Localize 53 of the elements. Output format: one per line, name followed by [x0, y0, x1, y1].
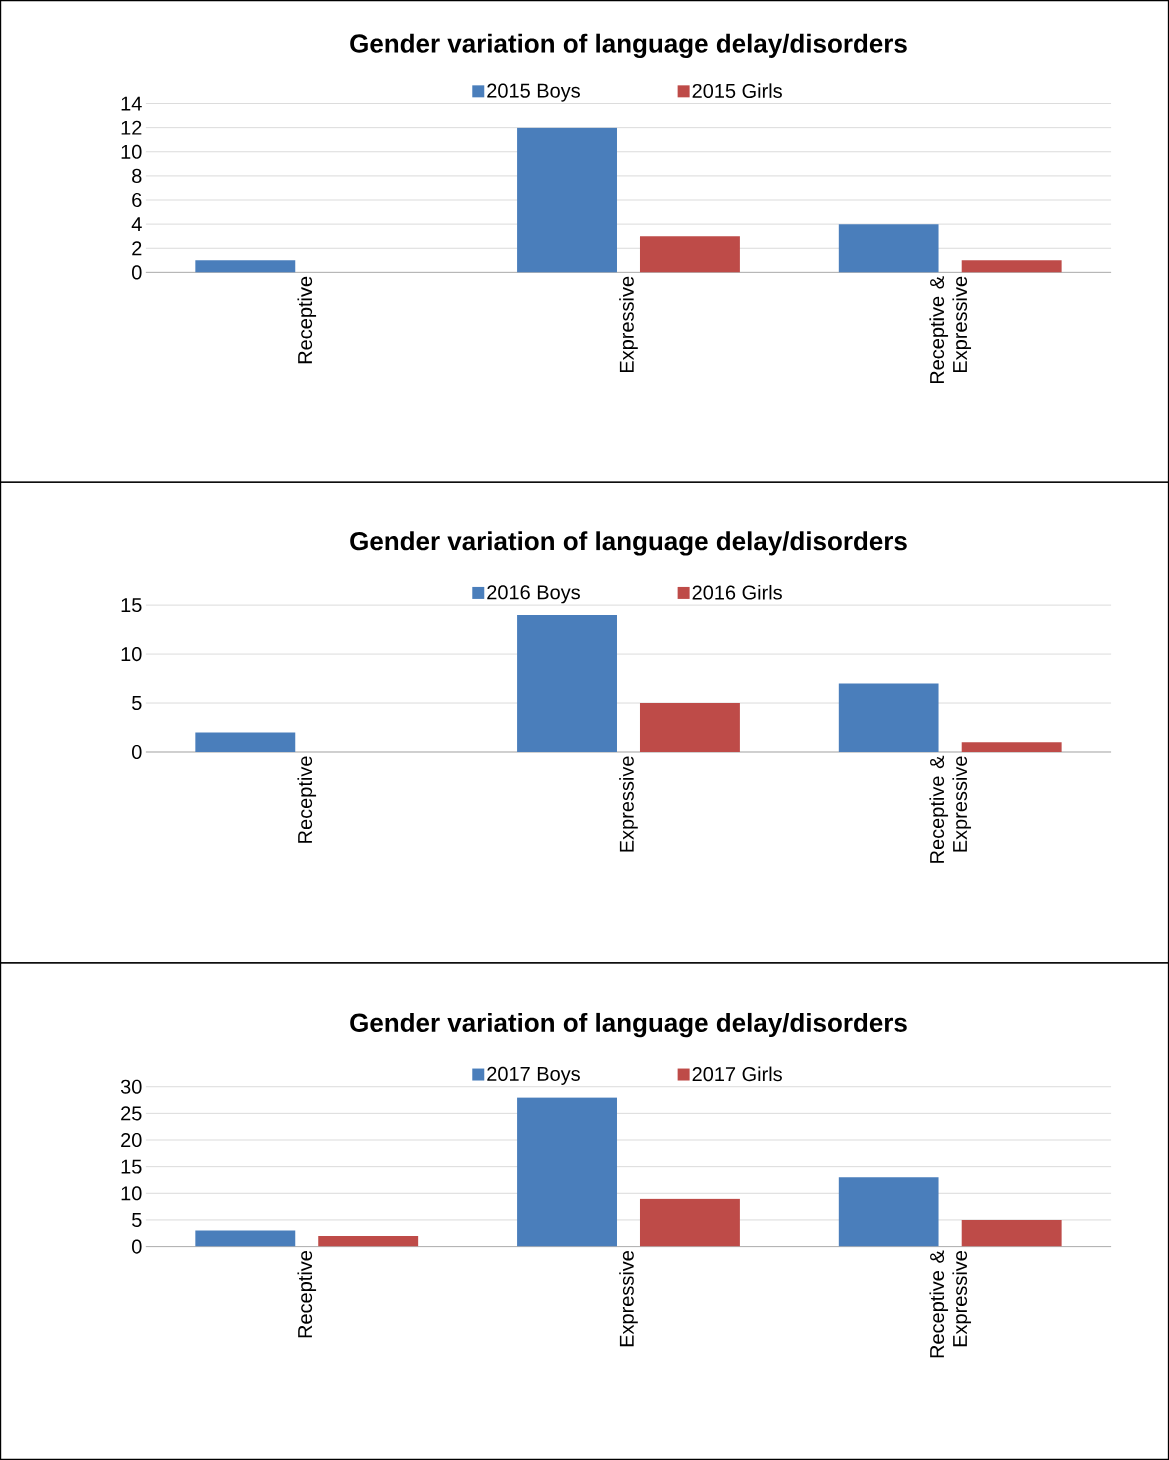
x-tick-label: Receptive [297, 1251, 317, 1338]
bar [838, 224, 939, 273]
bar [195, 732, 296, 752]
chart-title: Gender variation of language delay/disorders [350, 33, 907, 59]
y-tick-label: 5 [132, 696, 142, 710]
y-tick-label: 15 [121, 598, 142, 613]
y-tick-label: 15 [121, 1159, 142, 1174]
x-tick-label: Receptive & Expressive [929, 276, 972, 384]
bar [639, 703, 740, 752]
bar [639, 1198, 740, 1247]
bar [517, 614, 617, 752]
legend-label: 2015 Girls [692, 83, 782, 99]
y-tick-label: 10 [121, 1186, 142, 1201]
y-tick-label: 30 [120, 1079, 142, 1094]
x-tick-label: Receptive [297, 756, 317, 843]
bar [961, 1219, 1062, 1247]
x-tick-label: Receptive [297, 276, 317, 364]
y-tick-label: 6 [132, 192, 142, 208]
x-tick-label: Receptive & Expressive [929, 1250, 972, 1358]
y-tick-label: 4 [131, 217, 142, 232]
legend-label: 2016 Girls [692, 584, 782, 600]
y-tick-label: 0 [132, 744, 142, 760]
chart-title: Gender variation of language delay/disorders [350, 531, 907, 556]
legend-label: 2016 Boys [487, 585, 580, 604]
legend-label: 2017 Boys [487, 1066, 580, 1085]
y-tick-label: 12 [121, 120, 142, 135]
legend-label: 2017 Girls [692, 1066, 782, 1082]
x-tick-label: Expressive [619, 1251, 638, 1347]
bar [517, 127, 617, 273]
y-tick-label: 2 [132, 241, 142, 256]
y-tick-label: 20 [121, 1132, 142, 1148]
y-tick-label: 8 [132, 168, 142, 183]
x-tick-label: Receptive & Expressive [929, 755, 972, 863]
y-tick-label: 25 [121, 1106, 142, 1121]
bar [838, 683, 939, 752]
y-tick-label: 0 [132, 265, 142, 280]
bar [195, 260, 296, 273]
x-tick-label: Expressive [619, 276, 638, 372]
y-tick-label: 0 [132, 1239, 142, 1254]
y-tick-label: 10 [121, 647, 142, 662]
bar [195, 1230, 296, 1247]
legend-label: 2015 Boys [487, 83, 580, 102]
chart-title: Gender variation of language delay/disorders [350, 1012, 907, 1038]
bar [517, 1097, 617, 1247]
y-tick-label: 14 [121, 96, 142, 111]
bar [961, 742, 1062, 752]
y-tick-label: 5 [132, 1212, 142, 1227]
bar [318, 1235, 419, 1247]
bar [961, 260, 1062, 273]
bar [838, 1177, 939, 1247]
y-tick-label: 10 [121, 144, 142, 159]
bar [639, 236, 740, 273]
x-tick-label: Expressive [619, 756, 638, 852]
